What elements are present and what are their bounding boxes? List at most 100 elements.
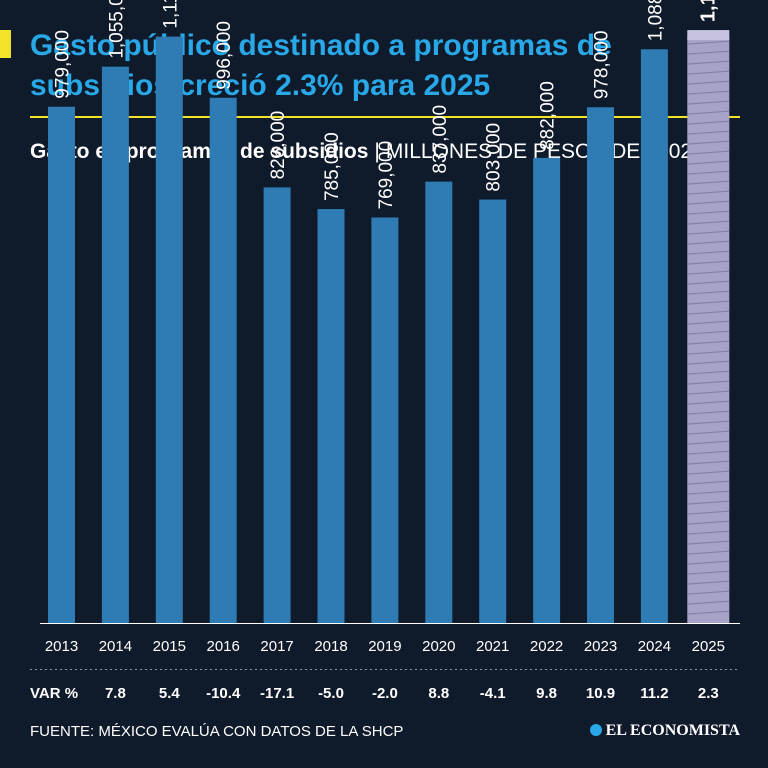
var-value: 11.2 (640, 685, 668, 702)
bill-stack-line (687, 130, 730, 135)
bill-stack-line (687, 100, 730, 105)
title-rule (30, 116, 740, 118)
bill-stack-top (687, 30, 730, 41)
bar-value-label: 882,000 (538, 81, 559, 150)
bill-stack-line (687, 380, 730, 385)
bill-stack-line (687, 540, 730, 545)
bar (425, 181, 453, 623)
bill-stack-line (687, 160, 730, 165)
bar (371, 217, 399, 624)
x-tick-label: 2023 (584, 638, 617, 655)
bill-stack-line (687, 510, 730, 515)
bill-stack-line (687, 60, 730, 65)
x-tick-label: 2015 (153, 638, 186, 655)
source-note: FUENTE: MÉXICO EVALÚA CON DATOS DE LA SH… (30, 723, 404, 740)
bill-stack-line (687, 590, 730, 595)
bill-stack-line (687, 290, 730, 295)
bill-stack-line (687, 340, 730, 345)
bill-stack-line (687, 530, 730, 535)
x-tick-label: 2025 (692, 638, 725, 655)
bill-stack-line (687, 110, 730, 115)
bill-stack-line (687, 390, 730, 395)
bill-stack-line (687, 90, 730, 95)
var-value: 5.4 (159, 685, 181, 702)
bill-stack-line (687, 420, 730, 425)
bar-value-label: 1,055,000 (106, 0, 127, 59)
bill-stack-line (687, 240, 730, 245)
bar-value-label: 803,000 (484, 123, 505, 192)
bar (263, 187, 291, 623)
bill-stack-line (687, 500, 730, 505)
var-value: -17.1 (260, 685, 294, 702)
bill-stack-line (687, 280, 730, 285)
bill-stack-line (687, 410, 730, 415)
var-value: -4.1 (480, 685, 506, 702)
bill-stack-line (687, 450, 730, 455)
bar-value-label: 978,000 (592, 31, 613, 100)
bill-stack-line (687, 150, 730, 155)
bill-stack-line (687, 220, 730, 225)
bill-stack-line (687, 610, 730, 615)
bill-stack-line (687, 190, 730, 195)
bill-stack-line (687, 80, 730, 85)
var-value: 7.8 (105, 685, 126, 702)
bill-stack-line (687, 50, 730, 55)
x-tick-label: 2019 (368, 638, 401, 655)
var-value: 9.8 (536, 685, 557, 702)
bar-value-label: 979,000 (53, 30, 74, 99)
x-tick-label: 2014 (99, 638, 132, 655)
bill-stack-line (687, 580, 730, 585)
bill-stack-line (687, 170, 730, 175)
bill-stack-line (687, 260, 730, 265)
x-tick-label: 2021 (476, 638, 509, 655)
bill-stack-line (687, 140, 730, 145)
bill-stack-line (687, 600, 730, 605)
accent-bar (0, 30, 11, 58)
bill-stack-line (687, 460, 730, 465)
bill-stack-line (687, 560, 730, 565)
var-value: 8.8 (428, 685, 449, 702)
bar (640, 49, 668, 623)
bar (155, 36, 183, 623)
bar-value-label: 996,000 (214, 21, 235, 90)
var-value: 10.9 (586, 685, 615, 702)
bill-stack-line (687, 440, 730, 445)
x-tick-label: 2018 (314, 638, 347, 655)
bill-stack-line (687, 40, 730, 45)
subtitle-unit: MILLONES DE PESOS DEL 2025 (385, 140, 704, 163)
bill-stack-line (687, 520, 730, 525)
bill-stack-line (687, 230, 730, 235)
x-tick-label: 2022 (530, 638, 563, 655)
bar (587, 107, 614, 623)
x-tick-label: 2020 (422, 638, 455, 655)
bar (209, 97, 237, 623)
bar-value-label: 769,000 (376, 141, 397, 210)
bill-stack-line (687, 270, 730, 275)
bill-stack-line (687, 250, 730, 255)
var-row-label: VAR % (30, 685, 78, 702)
bill-stack-line (687, 400, 730, 405)
bar-value-label: 1,113,000 (697, 0, 719, 22)
bill-stack-line (687, 570, 730, 575)
bar-value-label: 1,112,000 (160, 0, 181, 29)
bill-stack-line (687, 430, 730, 435)
bill-stack-line (687, 210, 730, 215)
x-tick-label: 2024 (638, 638, 671, 655)
bar-value-label: 785,000 (322, 132, 343, 201)
var-value: -2.0 (372, 685, 398, 702)
brand-logo: EL ECONOMISTA (589, 722, 740, 740)
bill-stack-line (687, 490, 730, 495)
bill-stack-line (687, 370, 730, 375)
bill-stack-line (687, 350, 730, 355)
bill-stack-line (687, 550, 730, 555)
var-value: 2.3 (698, 685, 719, 702)
bill-stack-line (687, 470, 730, 475)
bill-stack-line (687, 70, 730, 75)
bar-value-label: 1,088,000 (645, 0, 666, 41)
bill-stack-line (687, 180, 730, 185)
bar-value-label: 826,000 (268, 111, 289, 180)
bill-stack-line (687, 300, 730, 305)
globe-icon (589, 724, 602, 736)
bar (317, 209, 345, 623)
